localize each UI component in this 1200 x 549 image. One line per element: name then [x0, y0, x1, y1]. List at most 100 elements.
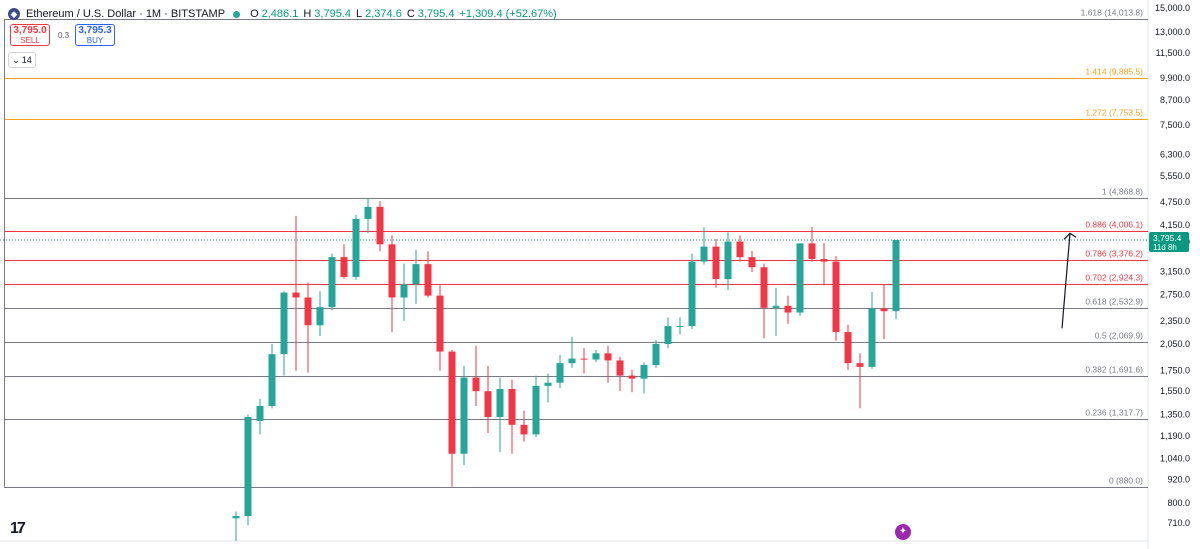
low-key: L [355, 8, 363, 20]
open-key: O [250, 8, 259, 20]
candle-body [568, 358, 576, 364]
candle-body [796, 243, 804, 313]
y-tick-label: 1,190.0 [1160, 431, 1190, 441]
assistant-icon[interactable]: ✦ [895, 524, 911, 540]
y-tick-label: 11,500.0 [1156, 48, 1190, 58]
candle-body [712, 246, 720, 280]
candle-body [316, 307, 324, 326]
candle-body [784, 305, 792, 313]
candle-body [724, 241, 732, 280]
candle-body [376, 206, 384, 245]
y-tick-label: 2,050.0 [1160, 339, 1190, 349]
candle-body [280, 292, 288, 355]
candle-body [508, 389, 516, 425]
y-tick-label: 1,040.0 [1160, 454, 1190, 464]
fib-level-label: 0.886 (4,006.1) [1085, 220, 1143, 230]
candle-body [760, 267, 768, 308]
y-tick-label: 1,550.0 [1160, 386, 1190, 396]
change-value: +1,309.4 (+52.67%) [459, 8, 557, 20]
y-tick-label: 5,550.0 [1160, 171, 1190, 181]
candle-body [412, 264, 420, 285]
candle-body [352, 218, 360, 277]
candle-body [592, 353, 600, 360]
candle-body [808, 243, 816, 260]
candle-body [256, 405, 264, 421]
candle-body [664, 326, 672, 344]
y-tick-label: 6,300.0 [1160, 149, 1190, 159]
y-tick-label: 15,000.0 [1155, 3, 1190, 13]
candle-body [460, 377, 468, 454]
candle-body [604, 353, 612, 361]
indicators-toggle[interactable]: ⌄ 14 [8, 52, 36, 68]
buy-button[interactable]: 3,795.3 BUY [75, 24, 115, 46]
candle-body [856, 363, 864, 367]
y-tick-label: 2,350.0 [1160, 316, 1190, 326]
candle-body [892, 240, 900, 312]
high-key: H [303, 8, 312, 20]
chevron-down-icon: ⌄ [12, 54, 20, 65]
candle-body [544, 382, 552, 386]
fib-level-label: 0.702 (2,924.3) [1085, 273, 1143, 283]
candle-body [640, 365, 648, 379]
y-tick-label: 4,150.0 [1160, 220, 1190, 230]
fib-level-label: 0 (880.0) [1109, 476, 1143, 486]
sell-button[interactable]: 3,795.0 SELL [10, 24, 50, 46]
candle-body [484, 391, 492, 418]
y-tick-label: 8,700.0 [1160, 95, 1190, 105]
countdown-label: 11d 8h [1153, 243, 1177, 252]
fib-level-label: 0.5 (2,069.9) [1095, 331, 1143, 341]
y-tick-label: 4,750.0 [1160, 197, 1190, 207]
y-tick-label: 710.0 [1167, 518, 1190, 528]
annotation-arrow-line [1061, 233, 1071, 329]
buy-label: BUY [86, 36, 104, 45]
y-tick-label: 1,750.0 [1160, 366, 1190, 376]
candle-body [832, 261, 840, 333]
candle-body [436, 295, 444, 352]
candle-body [880, 308, 888, 312]
y-tick-label: 3,150.0 [1160, 266, 1190, 276]
fib-level-label: 1.618 (14,013.8) [1081, 8, 1144, 18]
candle-body [772, 305, 780, 308]
candle-body [268, 354, 276, 406]
fib-level-label: 0.382 (1,691.6) [1085, 365, 1143, 375]
y-tick-label: 920.0 [1167, 474, 1190, 484]
candle-body [400, 284, 408, 298]
open-value: 2,486.1 [261, 8, 299, 20]
sell-label: SELL [20, 36, 40, 45]
y-tick-label: 800.0 [1167, 498, 1190, 508]
candle-body [292, 292, 300, 298]
candle-body [688, 261, 696, 327]
candle-body [364, 206, 372, 219]
symbol-title[interactable]: Ethereum / U.S. Dollar · 1M · BITSTAMP [26, 8, 226, 20]
indicator-count: 14 [21, 55, 32, 65]
candle-body [472, 377, 480, 392]
candle-body [820, 259, 828, 262]
candle-body [700, 246, 708, 262]
ethereum-icon: ◆ [8, 8, 20, 20]
close-value: 3,795.4 [417, 8, 455, 20]
spread-value: 0.3 [58, 31, 70, 40]
candle-body [328, 257, 336, 308]
candle-body [388, 244, 396, 298]
y-tick-label: 13,000.0 [1155, 27, 1190, 37]
candle-body [628, 375, 636, 379]
annotation-arrow-head [1063, 232, 1077, 240]
buy-price: 3,795.3 [78, 25, 112, 36]
fib-level-label: 1.414 (9,885.5) [1085, 67, 1143, 77]
candle-body [580, 358, 588, 360]
sell-price: 3,795.0 [13, 25, 47, 36]
last-price-badge [1149, 232, 1189, 253]
candle-body [496, 389, 504, 418]
candle-body [676, 326, 684, 328]
y-tick-label: 9,900.0 [1160, 73, 1190, 83]
tradingview-logo-icon[interactable]: 17 [10, 520, 26, 537]
candle-body [424, 264, 432, 296]
fib-level-label: 1.272 (7,753.5) [1085, 108, 1143, 118]
candle-body [232, 516, 240, 519]
candle-body [520, 424, 528, 435]
candle-body [652, 343, 660, 366]
candle-body [844, 332, 852, 364]
market-open-icon [233, 10, 241, 18]
